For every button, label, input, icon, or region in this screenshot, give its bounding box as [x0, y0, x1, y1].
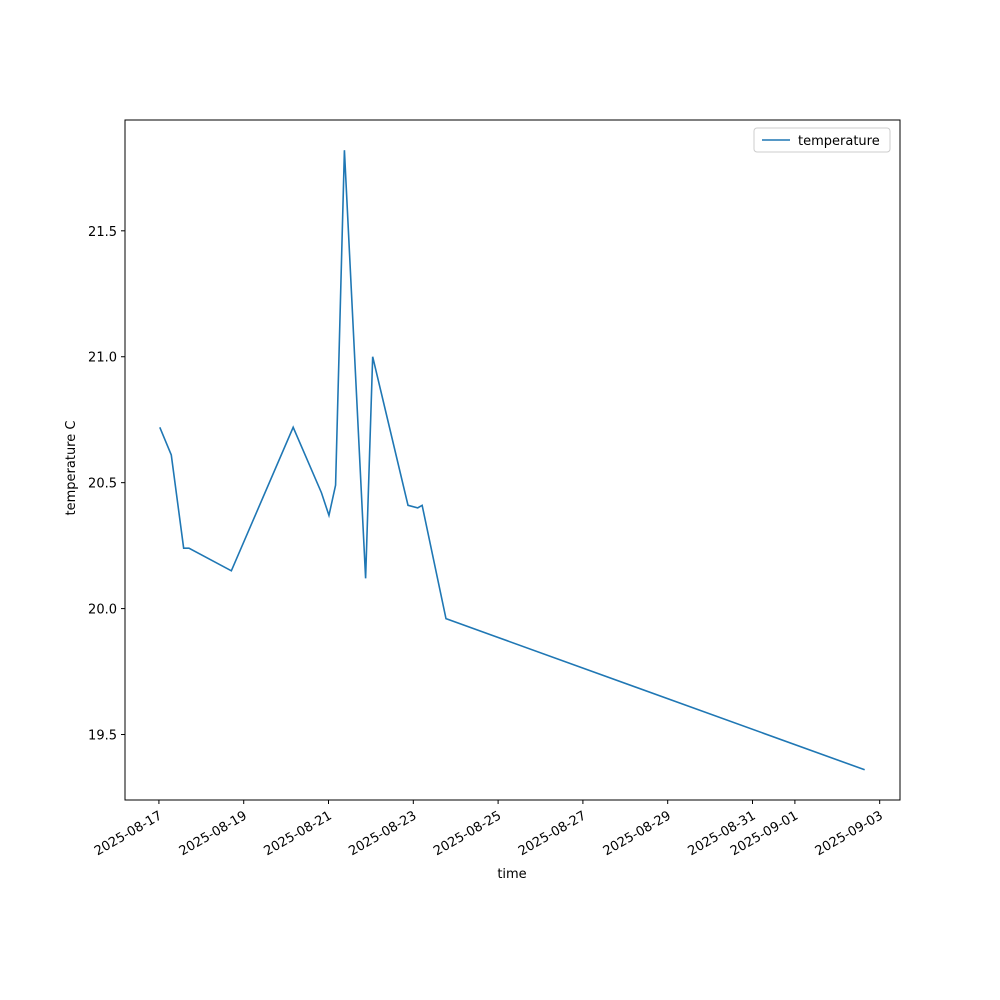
- x-tick-label: 2025-08-23: [346, 808, 419, 859]
- y-tick-label: 20.5: [88, 477, 117, 492]
- x-tick-label: 2025-08-21: [262, 808, 335, 859]
- x-tick-label: 2025-09-03: [813, 808, 886, 859]
- legend-box: [753, 127, 891, 153]
- y-axis-label: temperature C: [64, 421, 79, 516]
- y-tick-label: 20.0: [88, 603, 117, 618]
- x-tick-label: 2025-08-29: [601, 808, 674, 859]
- legend-label: temperature: [798, 134, 880, 149]
- x-tick-label: 2025-08-25: [431, 808, 504, 859]
- x-tick-label: 2025-08-17: [92, 808, 165, 859]
- y-tick-label: 19.5: [88, 729, 117, 744]
- data-line: [159, 150, 865, 771]
- y-tick-label: 21.5: [88, 225, 117, 240]
- y-tick-label: 21.0: [88, 351, 117, 366]
- x-tick-label: 2025-08-27: [516, 808, 589, 859]
- x-axis-label: time: [497, 867, 526, 882]
- plot-frame: [124, 119, 901, 801]
- x-tick-label: 2025-08-19: [177, 808, 250, 859]
